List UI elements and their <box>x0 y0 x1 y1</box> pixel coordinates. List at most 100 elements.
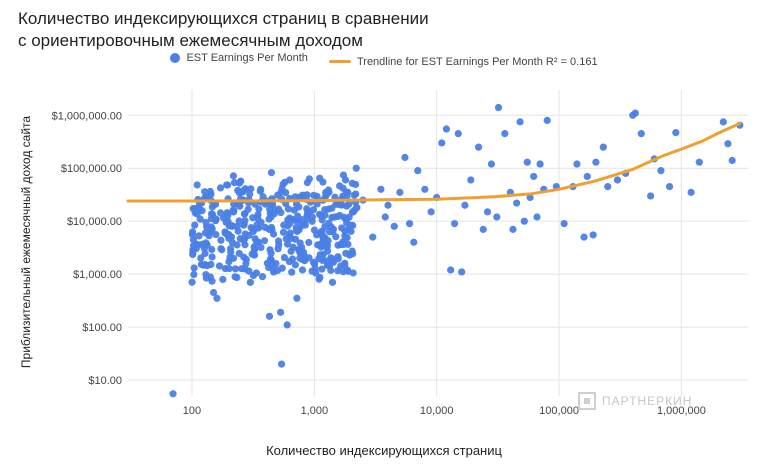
scatter-point <box>573 160 581 168</box>
scatter-point <box>325 262 334 270</box>
scatter-point <box>286 219 294 228</box>
chart-title-line-2: с ориентировочным ежемесячным доходом <box>18 31 363 50</box>
scatter-point <box>279 180 287 188</box>
x-tick-label: 100,000 <box>539 405 579 417</box>
y-axis-label: Приблизительный ежемесячный доход сайта <box>19 115 33 369</box>
scatter-point <box>475 143 483 151</box>
scatter-point <box>216 209 225 217</box>
watermark: ПАРТНЕРКИН <box>578 392 692 410</box>
scatter-point <box>277 188 285 197</box>
scatter-point <box>224 211 232 220</box>
scatter-point <box>320 238 328 246</box>
scatter-point <box>318 265 326 273</box>
scatter-point <box>390 222 398 230</box>
scatter-point <box>193 181 201 189</box>
y-tick-label: $100,000.00 <box>61 163 122 175</box>
scatter-point <box>236 202 244 210</box>
scatter-point <box>188 278 196 286</box>
scatter-point <box>342 249 350 257</box>
scatter-point <box>208 245 216 254</box>
scatter-point <box>543 116 551 124</box>
scatter-point <box>201 260 209 269</box>
scatter-point <box>334 267 342 275</box>
scatter-point <box>328 204 336 212</box>
scatter-point <box>197 254 205 262</box>
scatter-point <box>313 200 321 208</box>
scatter-point <box>461 201 469 209</box>
scatter-point <box>190 264 198 272</box>
scatter-point <box>229 208 238 216</box>
scatter-point <box>283 240 292 248</box>
scatter-point <box>346 221 354 229</box>
scatter-point <box>236 234 244 243</box>
scatter-point <box>493 213 501 221</box>
scatter-point <box>308 267 316 275</box>
scatter-point <box>339 171 348 179</box>
x-tick-label: 10,000 <box>420 405 454 417</box>
y-tick-label: $100.00 <box>82 322 122 334</box>
scatter-point <box>258 273 267 281</box>
scatter-point <box>323 189 332 197</box>
scatter-point <box>235 179 244 187</box>
scatter-point <box>231 265 240 273</box>
legend-label-trendline: Trendline for EST Earnings Per Month R² … <box>356 55 598 68</box>
scatter-point <box>303 205 311 213</box>
scatter-point <box>257 185 265 193</box>
scatter-point <box>235 217 243 225</box>
scatter-point <box>201 229 210 237</box>
y-tick-label: $10,000.00 <box>67 216 122 228</box>
scatter-point <box>265 215 273 223</box>
scatter-point <box>530 172 538 181</box>
scatter-point <box>583 172 591 181</box>
scatter-point <box>293 294 301 302</box>
scatter-point <box>341 227 349 235</box>
scatter-point <box>339 192 347 200</box>
scatter-point <box>195 204 203 213</box>
scatter-point <box>315 210 324 218</box>
scatter-point <box>196 215 204 223</box>
watermark-logo-icon <box>578 392 596 410</box>
scatter-point <box>286 229 294 237</box>
scatter-point <box>224 181 232 189</box>
x-tick-label: 100 <box>183 405 201 417</box>
scatter-point <box>310 191 318 199</box>
scatter-point <box>277 360 286 368</box>
scatter-point <box>169 390 177 398</box>
scatter-point <box>427 208 435 216</box>
scatter-point <box>405 220 414 228</box>
scatter-point <box>290 206 298 214</box>
scatter-point <box>267 169 276 177</box>
scatter-point <box>647 192 655 200</box>
scatter-point <box>384 201 392 209</box>
scatter-point <box>202 274 210 282</box>
scatter-point <box>218 246 226 254</box>
scatter-point <box>501 130 509 138</box>
x-tick-label: 1,000,000 <box>657 405 706 417</box>
scatter-point <box>454 130 462 138</box>
scatter-point <box>637 130 645 138</box>
scatter-point <box>277 308 285 316</box>
scatter-point <box>265 312 274 320</box>
scatter-point <box>479 225 487 233</box>
scatter-point <box>523 158 531 166</box>
scatter-point <box>599 143 607 151</box>
y-tick-label: $1,000,000.00 <box>52 110 122 122</box>
scatter-point <box>533 213 541 221</box>
scatter-point <box>308 213 317 221</box>
legend: EST Earnings Per Month Trendline for EST… <box>0 52 768 68</box>
scatter-point <box>280 253 289 262</box>
scatter-point <box>240 186 249 194</box>
scatter-point <box>560 220 568 228</box>
scatter-point <box>724 140 732 148</box>
scatter-point <box>313 231 321 239</box>
scatter-point <box>284 205 293 213</box>
scatter-point <box>248 250 256 258</box>
scatter-point <box>516 118 524 126</box>
scatter-point <box>298 266 307 274</box>
scatter-point <box>216 184 225 192</box>
scatter-point <box>728 156 736 165</box>
scatter-point <box>341 261 349 269</box>
scatter-point <box>274 237 283 245</box>
scatter-point <box>260 237 269 245</box>
